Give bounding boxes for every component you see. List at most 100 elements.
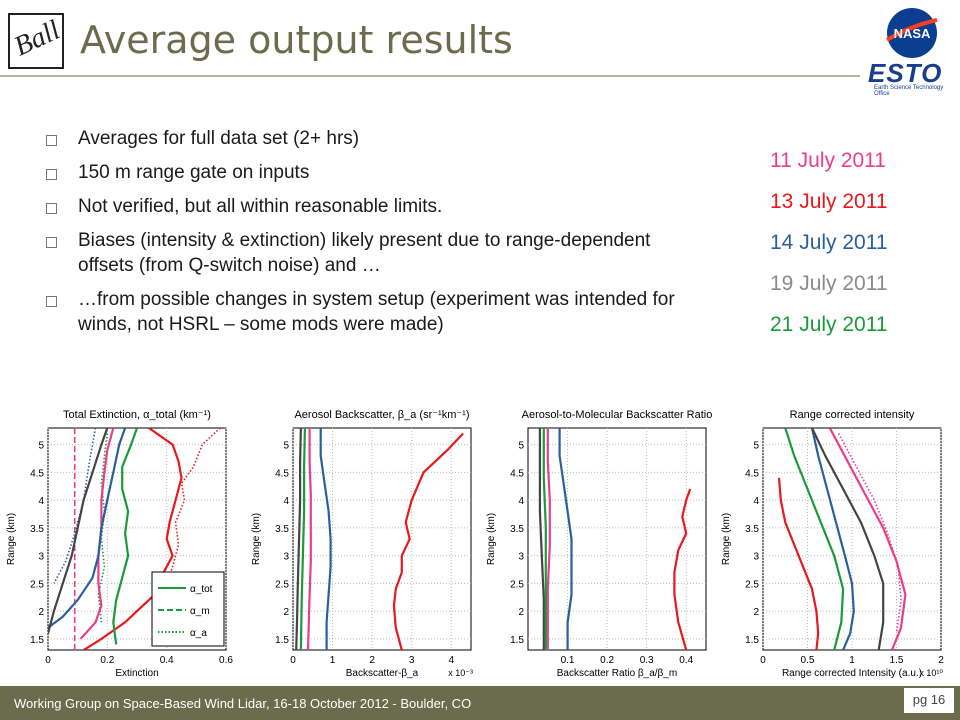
x-tick-label: 0.3 [640, 655, 654, 666]
y-tick-label: 1.5 [275, 635, 289, 646]
y-axis-label: Range (km) [721, 513, 732, 565]
y-tick-label: 1.5 [30, 635, 44, 646]
x-tick-label: 0 [760, 655, 766, 666]
x-axis-label: Backscatter-β_a [346, 668, 419, 679]
series-line [392, 432, 464, 650]
chart-title: Range corrected intensity [790, 409, 915, 421]
series-line [83, 428, 183, 650]
bullet-item: …from possible changes in system setup (… [44, 287, 709, 337]
x-tick-label: 4 [448, 655, 454, 666]
y-tick-label: 3 [38, 552, 44, 563]
bullet-text: 150 m range gate on inputs [78, 162, 310, 183]
y-axis-label: Range (km) [251, 513, 262, 565]
x-tick-label: 0.1 [561, 655, 575, 666]
series-line [811, 428, 885, 650]
bullet-text: Averages for full data set (2+ hrs) [78, 128, 360, 149]
series-group [48, 428, 221, 650]
x-axis-label: Extinction [115, 668, 158, 679]
extinction-chart: Total Extinction, α_total (km⁻¹) 1.5 2 2.5 3… [6, 409, 233, 679]
chart-title: Aerosol-to-Molecular Backscatter Ratio [522, 409, 713, 421]
date-label: 19 July 2011 [770, 272, 888, 295]
y-tick-label: 2 [753, 607, 759, 618]
x-multiplier-label: x 10¹⁰ [919, 668, 943, 678]
bullet-item: Not verified, but all within reasonable … [44, 194, 709, 219]
bullet-list: Averages for full data set (2+ hrs) 150 … [44, 126, 709, 346]
y-tick-label: 3 [283, 552, 289, 563]
intensity-chart: Range corrected intensity 1.5 2 2.5 3 3.5 4 4.5… [721, 409, 944, 679]
y-axis-label: Range (km) [6, 513, 17, 565]
y-tick-label: 5 [753, 441, 759, 452]
series-line [558, 428, 573, 650]
x-tick-label: 0.5 [801, 655, 815, 666]
y-axis-label: Range (km) [486, 513, 497, 565]
x-tick-label: 3 [409, 655, 415, 666]
x-tick-label: 0.2 [600, 655, 614, 666]
date-label: 21 July 2011 [770, 313, 888, 336]
y-tick-label: 1.5 [510, 635, 524, 646]
y-tick-label: 4 [753, 496, 759, 507]
chart-title: Aerosol Backscatter, β_a (sr⁻¹km⁻¹) [294, 409, 469, 421]
backscatter-ratio-chart: Aerosol-to-Molecular Backscatter Ratio 1.… [486, 409, 713, 679]
ball-logo-text: Ball [9, 14, 65, 63]
series-line [673, 488, 692, 650]
y-tick-label: 3.5 [275, 524, 289, 535]
bullet-box-icon [46, 237, 57, 248]
y-tick-label: 4 [38, 496, 44, 507]
y-tick-label: 3 [753, 552, 759, 563]
series-group [295, 428, 464, 650]
series-line [546, 428, 551, 650]
series-group [777, 428, 907, 650]
y-tick-label: 5 [38, 441, 44, 452]
x-tick-label: 2 [369, 655, 375, 666]
bullet-text: Not verified, but all within reasonable … [78, 196, 443, 217]
series-line [53, 428, 97, 584]
x-tick-label: 0 [290, 655, 296, 666]
x-multiplier-label: x 10⁻³ [448, 668, 473, 678]
y-tick-label: 4.5 [30, 468, 44, 479]
x-axis-label: Backscatter Ratio β_a/β_m [557, 668, 677, 679]
esto-logo-text: ESTO [868, 58, 943, 88]
bullet-box-icon [46, 203, 57, 214]
bullet-item: 150 m range gate on inputs [44, 160, 709, 185]
series-line [828, 428, 907, 650]
y-tick-label: 4 [283, 496, 289, 507]
x-tick-label: 0 [45, 655, 51, 666]
y-tick-label: 2.5 [510, 579, 524, 590]
series-line [295, 428, 302, 650]
y-tick-label: 5 [518, 441, 524, 452]
y-tick-label: 3 [518, 552, 524, 563]
date-label: 11 July 2011 [770, 149, 886, 172]
x-tick-label: 0.2 [100, 655, 114, 666]
series-line [306, 428, 312, 650]
x-tick-label: 0.4 [160, 655, 174, 666]
bullet-box-icon [46, 169, 57, 180]
legend-label: α_m [190, 606, 210, 617]
bullet-item: Averages for full data set (2+ hrs) [44, 126, 709, 151]
y-tick-label: 4 [518, 496, 524, 507]
series-line [48, 428, 109, 634]
bullet-text: Biases (intensity & extinction) likely p… [78, 230, 651, 276]
y-tick-label: 2.5 [745, 579, 759, 590]
series-group [538, 428, 692, 650]
series-line [777, 477, 820, 650]
series-line [837, 433, 902, 634]
x-tick-label: 2 [938, 655, 944, 666]
y-tick-label: 2 [518, 607, 524, 618]
plot-area [527, 427, 707, 651]
series-line [538, 428, 545, 650]
footer-bar: Working Group on Space-Based Wind Lidar,… [0, 686, 960, 720]
page-title: Average output results [80, 18, 513, 62]
y-tick-label: 2 [38, 607, 44, 618]
y-tick-label: 4.5 [275, 468, 289, 479]
series-line [542, 428, 547, 650]
y-tick-label: 2.5 [275, 579, 289, 590]
backscatter-chart: Aerosol Backscatter, β_a (sr⁻¹km⁻¹) 1.5 2 2… [251, 409, 473, 679]
nasa-logo-icon: NASA [885, 8, 938, 58]
y-tick-label: 3.5 [30, 524, 44, 535]
y-tick-label: 3.5 [510, 524, 524, 535]
ball-logo: Ball [8, 13, 65, 69]
y-tick-label: 5 [283, 441, 289, 452]
bullet-box-icon [46, 296, 57, 307]
date-label: 14 July 2011 [770, 231, 888, 254]
series-line [162, 428, 221, 595]
